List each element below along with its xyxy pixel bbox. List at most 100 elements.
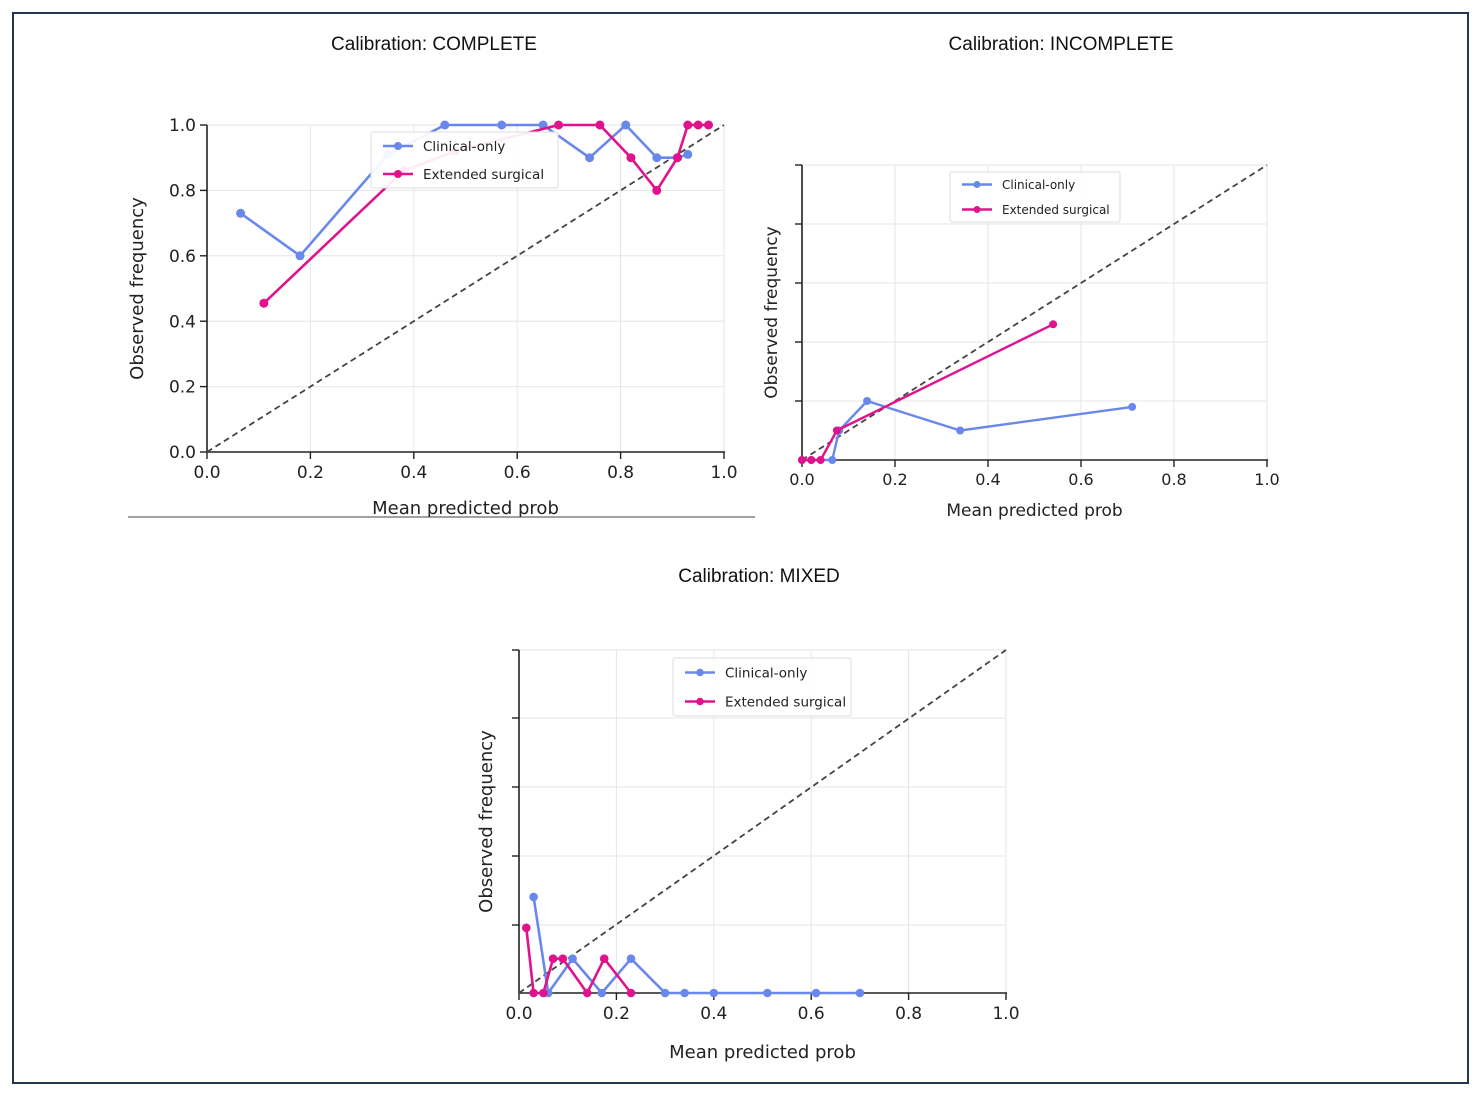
data-point	[259, 298, 269, 308]
panel-title-incomplete: Calibration: INCOMPLETE	[948, 34, 1174, 55]
data-point	[497, 120, 507, 130]
series-line-extended-surgical	[802, 323, 1054, 462]
legend-marker	[696, 668, 704, 677]
panel-title-mixed: Calibration: MIXED	[678, 566, 840, 587]
x-tick-label: 0.4	[700, 1004, 727, 1024]
legend-box	[672, 657, 852, 717]
data-point	[599, 954, 609, 963]
figure-frame	[12, 12, 1469, 1084]
legend-label: Extended surgical	[725, 694, 846, 710]
x-tick-label: 0.4	[400, 463, 427, 483]
data-point	[652, 185, 662, 195]
x-tick-label: 0.6	[504, 463, 531, 483]
x-tick-label: 0.0	[505, 1004, 532, 1024]
legend-marker	[394, 142, 402, 150]
y-tick-label: 0.8	[169, 182, 196, 202]
data-point	[597, 988, 607, 998]
series-line-clinical-only	[802, 399, 1133, 462]
data-point	[529, 988, 538, 998]
y-tick-label: 1.0	[169, 116, 196, 136]
y-axis-label: Observed frequency	[762, 226, 782, 398]
data-point	[539, 988, 548, 998]
data-point	[956, 426, 965, 435]
data-point	[816, 456, 825, 464]
data-point	[585, 153, 595, 163]
y-tick-label: 0.2	[169, 378, 196, 398]
data-point	[554, 120, 564, 130]
chart-panel-1: 0.0 0.2 0.4 0.6 0.8 1.0 Mean predicted prob Obs…	[762, 164, 1280, 521]
x-tick-label: 0.4	[975, 470, 1000, 489]
data-point	[582, 988, 592, 998]
data-point	[807, 456, 816, 464]
legend-marker	[394, 170, 402, 178]
x-axis-label: Mean predicted prob	[946, 501, 1122, 521]
data-point	[709, 988, 719, 998]
y-axis-label: Observed frequency	[476, 730, 497, 913]
y-tick-label: 0.6	[169, 247, 196, 267]
data-point	[855, 988, 865, 998]
data-point	[595, 120, 605, 130]
data-point	[558, 954, 568, 963]
legend-box	[949, 171, 1121, 223]
y-tick-label: 0.4	[169, 312, 196, 332]
data-point	[693, 120, 703, 130]
data-point	[621, 120, 631, 130]
data-point	[440, 120, 450, 130]
data-point	[680, 988, 689, 998]
data-point	[828, 456, 837, 464]
data-point	[522, 923, 531, 933]
data-point	[683, 149, 693, 159]
data-point	[626, 988, 636, 998]
x-tick-label: 0.8	[607, 463, 634, 483]
data-point	[832, 426, 841, 435]
legend: Clinical-only Extended surgical	[370, 131, 559, 189]
data-point	[626, 153, 636, 163]
legend: Clinical-only Extended surgical	[672, 657, 852, 717]
legend-box	[370, 131, 559, 189]
chart-panel-0: 0.0 0.2 0.4 0.6 0.8 1.0 0.0 0.2 0.4 0.6 0.8 1.0 Mean…	[127, 116, 755, 519]
data-point	[529, 892, 538, 902]
data-point	[863, 397, 872, 405]
data-point	[798, 456, 806, 464]
y-tick-label: 0.0	[169, 443, 196, 463]
data-point	[660, 988, 670, 998]
legend-label: Extended surgical	[423, 167, 544, 183]
legend: Clinical-only Extended surgical	[949, 171, 1121, 223]
data-point	[295, 251, 305, 261]
legend-marker	[973, 206, 981, 213]
x-tick-label: 0.2	[297, 463, 324, 483]
legend-label: Clinical-only	[725, 665, 807, 681]
data-point	[548, 954, 558, 963]
x-tick-label: 0.6	[1068, 470, 1093, 489]
panel-title-complete: Calibration: COMPLETE	[331, 34, 537, 55]
x-tick-label: 0.2	[882, 470, 907, 489]
x-axis-label: Mean predicted prob	[669, 1042, 856, 1063]
data-point	[763, 988, 772, 998]
data-point	[811, 988, 821, 998]
data-point	[703, 120, 713, 130]
legend-label: Clinical-only	[1002, 178, 1075, 192]
data-point	[683, 120, 693, 130]
data-point	[626, 954, 636, 963]
legend-marker	[696, 697, 704, 706]
x-tick-label: 0.6	[798, 1004, 825, 1024]
x-tick-label: 0.2	[603, 1004, 630, 1024]
x-tick-label: 1.0	[710, 463, 737, 483]
x-tick-label: 0.8	[1161, 470, 1186, 489]
legend-label: Clinical-only	[423, 139, 505, 155]
y-axis-label: Observed frequency	[127, 197, 148, 380]
x-axis-label: Mean predicted prob	[372, 498, 559, 519]
x-tick-label: 1.0	[1254, 470, 1279, 489]
chart-panel-2: 0.0 0.2 0.4 0.6 0.8 1.0 Mean predicted prob Obs…	[476, 649, 1020, 1063]
data-point	[568, 954, 577, 963]
data-point	[1128, 402, 1137, 411]
legend-marker	[973, 181, 981, 188]
data-point	[1049, 320, 1058, 329]
data-point	[236, 208, 246, 218]
data-point	[672, 153, 682, 163]
perfect-calibration-line	[206, 124, 725, 453]
legend-label: Extended surgical	[1002, 203, 1110, 217]
x-tick-label: 0.8	[895, 1004, 922, 1024]
data-point	[652, 153, 662, 163]
